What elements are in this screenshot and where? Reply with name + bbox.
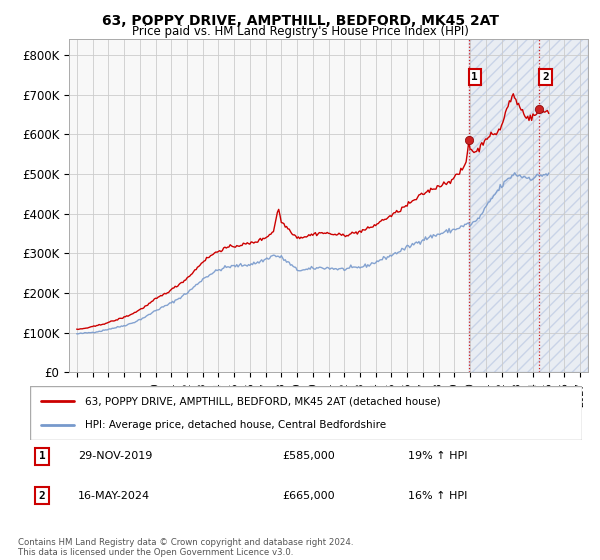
Text: Contains HM Land Registry data © Crown copyright and database right 2024.
This d: Contains HM Land Registry data © Crown c… bbox=[18, 538, 353, 557]
Text: 16% ↑ HPI: 16% ↑ HPI bbox=[408, 491, 467, 501]
Text: 29-NOV-2019: 29-NOV-2019 bbox=[78, 451, 152, 461]
Text: HPI: Average price, detached house, Central Bedfordshire: HPI: Average price, detached house, Cent… bbox=[85, 419, 386, 430]
Bar bbox=[469, 39, 588, 372]
Text: Price paid vs. HM Land Registry's House Price Index (HPI): Price paid vs. HM Land Registry's House … bbox=[131, 25, 469, 38]
Text: 19% ↑ HPI: 19% ↑ HPI bbox=[408, 451, 467, 461]
Text: 2: 2 bbox=[38, 491, 46, 501]
Text: 1: 1 bbox=[38, 451, 46, 461]
Text: 2: 2 bbox=[542, 72, 549, 82]
Text: £665,000: £665,000 bbox=[282, 491, 335, 501]
Text: 63, POPPY DRIVE, AMPTHILL, BEDFORD, MK45 2AT: 63, POPPY DRIVE, AMPTHILL, BEDFORD, MK45… bbox=[101, 14, 499, 28]
FancyBboxPatch shape bbox=[30, 386, 582, 440]
Text: 1: 1 bbox=[472, 72, 478, 82]
Text: 63, POPPY DRIVE, AMPTHILL, BEDFORD, MK45 2AT (detached house): 63, POPPY DRIVE, AMPTHILL, BEDFORD, MK45… bbox=[85, 396, 441, 407]
Text: 16-MAY-2024: 16-MAY-2024 bbox=[78, 491, 150, 501]
Text: £585,000: £585,000 bbox=[282, 451, 335, 461]
Bar bbox=[469, 39, 588, 372]
